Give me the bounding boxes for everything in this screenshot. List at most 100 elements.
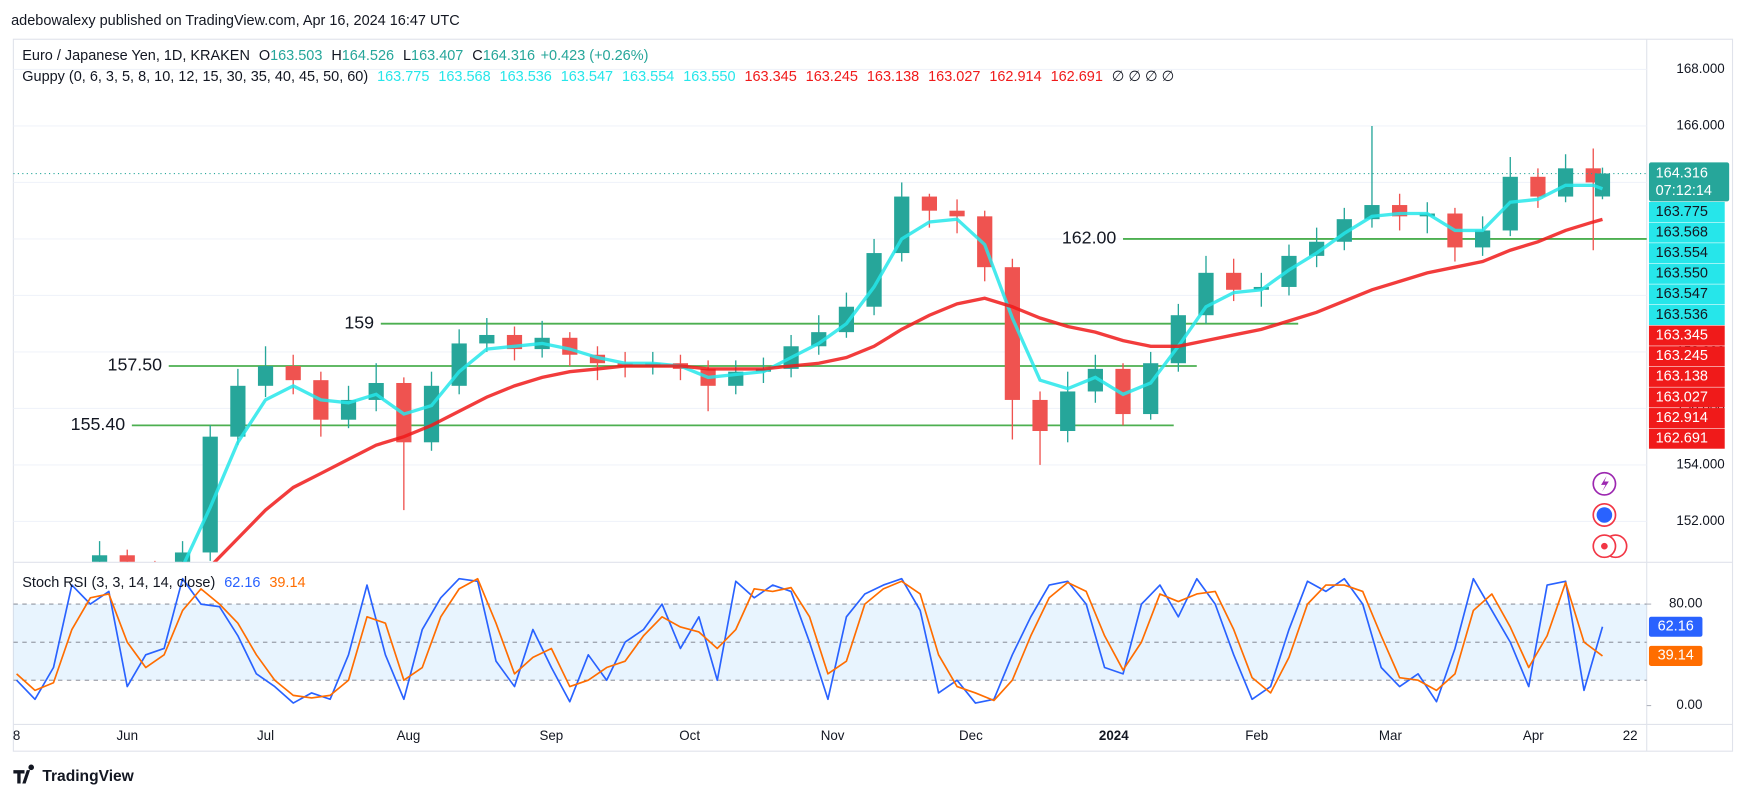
guppy-tag bbox=[1648, 408, 1725, 429]
legend-value: 62.16 bbox=[224, 575, 260, 591]
x-tick-label: Sep bbox=[539, 728, 563, 743]
y-tick-label: 152.000 bbox=[1676, 513, 1724, 528]
x-tick-label: Mar bbox=[1379, 728, 1403, 743]
guppy-tag-label: 163.027 bbox=[1656, 389, 1708, 405]
guppy-tag-label: 163.775 bbox=[1656, 204, 1708, 220]
x-tick-label: 22 bbox=[1623, 728, 1638, 743]
legend-item: L bbox=[403, 48, 411, 64]
guppy-tag-label: 163.547 bbox=[1656, 286, 1708, 302]
candle-body bbox=[230, 385, 246, 437]
guppy-tag bbox=[1648, 387, 1725, 408]
footer-text: TradingView bbox=[42, 768, 134, 785]
logo-mark bbox=[13, 764, 34, 784]
legend-item: +0.423 (+0.26%) bbox=[541, 48, 649, 64]
guppy-tag bbox=[1648, 243, 1725, 264]
legend-value: 39.14 bbox=[269, 575, 305, 591]
guppy-tag-label: 163.550 bbox=[1656, 266, 1708, 282]
candle-body bbox=[1060, 391, 1076, 432]
icon-globe-inner bbox=[1596, 507, 1613, 523]
candle-body bbox=[340, 399, 357, 420]
candle-body bbox=[91, 555, 108, 562]
candle-body bbox=[119, 555, 135, 562]
candle-body bbox=[949, 210, 965, 217]
chart-frame bbox=[12, 38, 1734, 752]
legend-item: H bbox=[331, 48, 341, 64]
legend-item: 163.536 bbox=[500, 69, 552, 85]
guppy-ribbon bbox=[182, 183, 1604, 562]
guppy-tag bbox=[1648, 346, 1725, 367]
value-tag-label: 62.16 bbox=[1658, 619, 1694, 635]
support-label: 157.50 bbox=[108, 355, 163, 375]
legend-item: 163.503 bbox=[270, 48, 322, 64]
candle-body bbox=[894, 196, 910, 254]
legend-item: 163.138 bbox=[867, 69, 919, 85]
candle-body bbox=[1032, 399, 1048, 432]
footer-logo bbox=[13, 764, 34, 784]
candle-body bbox=[921, 196, 938, 211]
x-tick-label: Nov bbox=[821, 728, 845, 743]
legend-item: 163.027 bbox=[928, 69, 980, 85]
guppy-tag bbox=[1648, 304, 1725, 326]
y-tick-label: 0.00 bbox=[1676, 697, 1702, 712]
y-tick-label: 166.000 bbox=[1676, 117, 1724, 132]
stoch-pane bbox=[13, 577, 1647, 704]
overlay: 152.000154.000156.000158.000160.000162.0… bbox=[13, 48, 1730, 743]
x-tick-label: Aug bbox=[397, 728, 421, 743]
stoch-line bbox=[15, 577, 1604, 704]
stoch-line bbox=[16, 577, 1603, 702]
guppy-tag-label: 163.245 bbox=[1656, 348, 1708, 364]
value-tag-label: 39.14 bbox=[1658, 648, 1694, 664]
guppy-tag bbox=[1648, 284, 1725, 305]
candle-body bbox=[1226, 272, 1242, 290]
x-tick-label: Feb bbox=[1245, 728, 1268, 743]
legend-item: 163.554 bbox=[622, 69, 674, 85]
x-tick-label: 2024 bbox=[1099, 728, 1129, 743]
legend-item: 163.568 bbox=[438, 69, 490, 85]
stoch-legend: Stoch RSI (3, 3, 14, 14, close) 62.16 39.1… bbox=[22, 575, 305, 591]
x-tick-label: Jun bbox=[116, 728, 138, 743]
value-tag bbox=[1648, 616, 1703, 637]
guppy-tag-label: 163.568 bbox=[1656, 224, 1708, 240]
legend-item: Stoch RSI (3, 3, 14, 14, close) bbox=[22, 575, 215, 591]
guppy-tag-label: 163.536 bbox=[1656, 307, 1708, 323]
x-tick-label: Dec bbox=[959, 728, 983, 743]
candle-body bbox=[1143, 363, 1159, 415]
legend-item: 163.547 bbox=[561, 69, 613, 85]
guppy-tag bbox=[1648, 263, 1725, 284]
candle-body bbox=[479, 334, 495, 344]
last-price-box bbox=[1648, 162, 1730, 202]
legend-item: 164.526 bbox=[342, 48, 394, 64]
y-tick-label: 80.00 bbox=[1669, 596, 1702, 611]
legend-item: 163.550 bbox=[683, 69, 735, 85]
x-tick-label: 8 bbox=[13, 728, 20, 743]
legend-item: 163.407 bbox=[411, 48, 463, 64]
candle-body bbox=[1004, 267, 1020, 400]
guppy-ribbon bbox=[212, 217, 1603, 562]
price-pane bbox=[13, 68, 1647, 562]
x-tick-label: Jul bbox=[257, 728, 274, 743]
guppy-tag bbox=[1648, 428, 1725, 449]
candle-body bbox=[1557, 168, 1574, 197]
legend-item: ∅ ∅ ∅ ∅ bbox=[1112, 69, 1174, 85]
candle-body bbox=[1115, 368, 1131, 415]
candle-body bbox=[1392, 205, 1408, 217]
guppy-tag bbox=[1648, 325, 1725, 346]
legend-item: O bbox=[259, 48, 270, 64]
guppy-tag bbox=[1648, 201, 1725, 222]
symbol-legend: Euro / Japanese Yen, 1D, KRAKEN O163.503 H… bbox=[22, 48, 648, 64]
candle-body bbox=[1474, 230, 1491, 248]
legend-item: 163.345 bbox=[744, 69, 796, 85]
support-label: 159 bbox=[344, 312, 374, 332]
guppy-tag bbox=[1648, 222, 1725, 243]
candle-body bbox=[423, 385, 440, 443]
candle-body bbox=[285, 366, 301, 381]
candle-body bbox=[257, 366, 274, 386]
candle-body bbox=[1594, 173, 1611, 197]
support-label: 155.40 bbox=[71, 414, 126, 434]
support-label: 162.00 bbox=[1062, 228, 1117, 248]
guppy-tag-label: 162.691 bbox=[1656, 431, 1708, 447]
last-price-label: 164.316 bbox=[1656, 165, 1708, 181]
guppy-tag-label: 162.914 bbox=[1656, 410, 1708, 426]
